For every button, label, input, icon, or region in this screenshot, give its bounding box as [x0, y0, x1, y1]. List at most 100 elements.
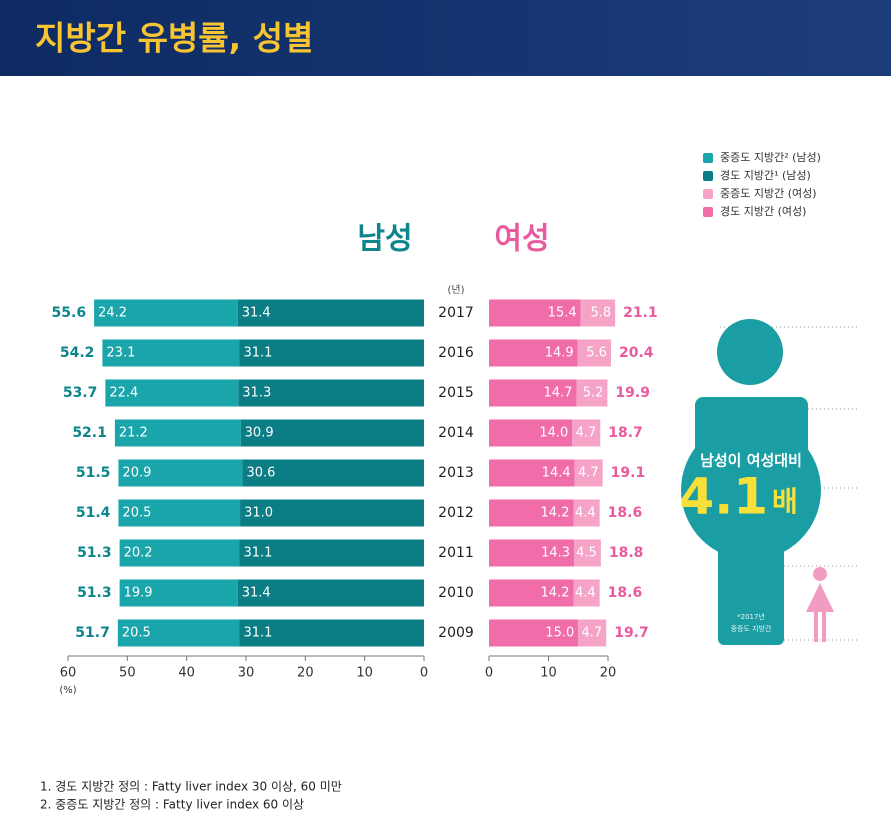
bar-value-label: 19.9: [124, 586, 153, 601]
bar-value-label: 5.8: [590, 306, 611, 321]
bar-value-label: 31.1: [243, 346, 272, 361]
total-label: 51.5: [76, 465, 111, 481]
legend-swatch: [703, 207, 713, 217]
bar-value-label: 14.0: [539, 426, 568, 441]
legend-label: 경도 지방간 (여성): [720, 205, 806, 218]
page-title: 지방간 유병률, 성별: [35, 19, 313, 58]
x-tick-label: 0: [485, 666, 493, 681]
bar-value-label: 14.2: [541, 506, 570, 521]
bar-value-label: 5.6: [586, 346, 607, 361]
year-label: 2011: [438, 545, 474, 561]
bar-value-label: 4.4: [575, 586, 596, 601]
bar-segment: [580, 299, 616, 327]
total-label: 18.6: [608, 505, 643, 521]
callout-text: 남성이 여성대비: [700, 452, 802, 470]
bar-segment: [577, 339, 611, 367]
bar-value-label: 22.4: [109, 386, 138, 401]
x-tick-label: 20: [297, 666, 314, 681]
bar-segment: [94, 299, 238, 327]
bar-segment: [118, 499, 241, 527]
bar-segment: [576, 379, 608, 407]
bar-segment: [102, 339, 240, 367]
total-label: 19.7: [614, 625, 649, 641]
total-label: 55.6: [52, 305, 87, 321]
bar-value-label: 31.1: [243, 546, 272, 561]
bar-segment: [573, 579, 600, 607]
bar-value-label: 4.7: [582, 626, 603, 641]
total-label: 20.4: [619, 345, 654, 361]
total-label: 53.7: [63, 385, 98, 401]
bar-value-label: 20.2: [124, 546, 153, 561]
total-label: 51.7: [75, 625, 110, 641]
bar-value-label: 23.1: [106, 346, 135, 361]
year-label: 2009: [438, 625, 474, 641]
bar-value-label: 31.1: [243, 626, 272, 641]
x-tick-label: 10: [356, 666, 373, 681]
bar-segment: [114, 419, 241, 447]
bar-segment: [574, 539, 601, 567]
bar-segment: [573, 499, 600, 527]
bar-segment: [489, 579, 574, 607]
x-tick-label: 0: [420, 666, 428, 681]
bar-value-label: 4.5: [576, 546, 597, 561]
bar-value-label: 21.2: [119, 426, 148, 441]
year-label: 2012: [438, 505, 474, 521]
bar-segment: [237, 579, 424, 607]
bar-value-label: 14.2: [541, 586, 570, 601]
legend-swatch: [703, 153, 713, 163]
total-label: 54.2: [60, 345, 95, 361]
bar-segment: [489, 339, 578, 367]
callout-figure: [681, 319, 858, 645]
bar-segment: [119, 539, 240, 567]
total-label: 51.3: [77, 545, 112, 561]
callout-value: 4.1: [679, 468, 768, 526]
bar-segment: [240, 419, 424, 447]
bar-segment: [238, 379, 424, 407]
total-label: 21.1: [623, 305, 658, 321]
bar-value-label: 31.4: [242, 306, 271, 321]
side-title: 여성: [494, 222, 549, 257]
x-tick-label: 10: [540, 666, 557, 681]
x-tick-label: 30: [238, 666, 255, 681]
total-label: 19.1: [611, 465, 646, 481]
total-label: 52.1: [72, 425, 107, 441]
legend-swatch: [703, 171, 713, 181]
callout-note: 중증도 지방간: [731, 624, 772, 633]
bar-value-label: 5.2: [583, 386, 604, 401]
bar-value-label: 31.3: [242, 386, 271, 401]
bar-segment: [578, 619, 607, 647]
bar-segment: [237, 299, 424, 327]
bar-segment: [242, 459, 424, 487]
category-label: (년): [447, 284, 464, 296]
bar-value-label: 24.2: [98, 306, 127, 321]
bar-segment: [239, 539, 424, 567]
total-label: 18.7: [608, 425, 643, 441]
callout-note: *2017년: [737, 612, 765, 621]
total-label: 51.3: [77, 585, 112, 601]
total-label: 18.6: [608, 585, 643, 601]
bar-value-label: 14.9: [545, 346, 574, 361]
bar-value-label: 14.4: [542, 466, 571, 481]
bar-value-label: 20.5: [122, 506, 151, 521]
bar-segment: [489, 379, 577, 407]
legend-swatch: [703, 189, 713, 199]
side-title: 남성: [357, 222, 412, 257]
bar-segment: [105, 379, 239, 407]
bar-segment: [239, 619, 424, 647]
total-label: 51.4: [76, 505, 111, 521]
bar-segment: [489, 419, 573, 447]
bar-segment: [119, 579, 238, 607]
callout-unit: 배: [772, 485, 798, 518]
axis-label: (%): [59, 685, 76, 696]
bar-value-label: 14.3: [541, 546, 570, 561]
x-tick-label: 60: [60, 666, 77, 681]
year-label: 2016: [438, 345, 474, 361]
bar-segment: [240, 499, 424, 527]
total-label: 18.8: [609, 545, 644, 561]
bar-segment: [239, 339, 424, 367]
bar-value-label: 30.6: [246, 466, 275, 481]
bar-segment: [118, 459, 243, 487]
bar-segment: [489, 539, 575, 567]
legend-label: 경도 지방간¹ (남성): [720, 169, 811, 182]
